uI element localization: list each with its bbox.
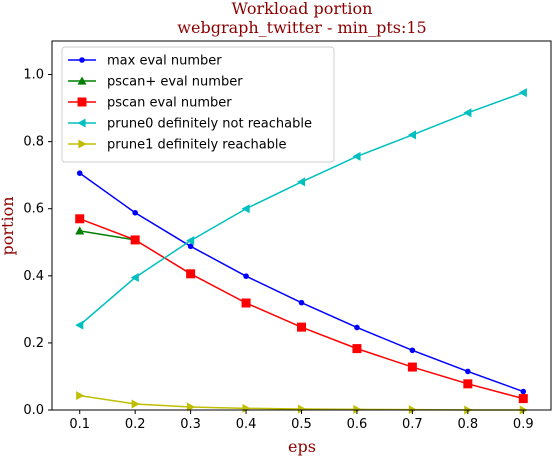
series-line-0 xyxy=(79,172,524,393)
x-tick-label: 0.1 xyxy=(69,417,90,432)
data-point-3-3 xyxy=(241,204,250,214)
data-point-0-1 xyxy=(132,209,138,216)
plot-area xyxy=(75,88,528,415)
data-point-2-1 xyxy=(130,235,140,245)
x-tick-label: 0.5 xyxy=(291,417,312,432)
data-point-4-5 xyxy=(353,404,362,414)
legend-swatch-marker xyxy=(79,57,85,63)
y-tick-label: 1.0 xyxy=(23,68,44,83)
legend-entry: prune0 definitely not reachable xyxy=(107,117,312,132)
data-point-2-0 xyxy=(75,214,85,224)
x-tick-label: 0.7 xyxy=(402,417,423,432)
x-axis-label: eps xyxy=(288,437,316,456)
series-line-1 xyxy=(79,230,136,241)
data-point-2-7 xyxy=(463,379,473,389)
data-point-4-0 xyxy=(76,391,85,401)
series-line-2 xyxy=(79,218,524,400)
data-point-3-8 xyxy=(518,88,527,98)
data-point-0-2 xyxy=(187,243,194,250)
y-tick-label: 0.8 xyxy=(23,135,44,150)
x-tick-label: 0.6 xyxy=(347,417,368,432)
x-tick-label: 0.3 xyxy=(180,417,201,432)
legend-swatch-marker xyxy=(77,97,87,107)
data-point-2-6 xyxy=(407,362,417,372)
x-tick-label: 0.9 xyxy=(513,417,534,432)
y-tick-label: 0.0 xyxy=(23,403,44,418)
data-point-3-4 xyxy=(297,177,306,187)
legend-swatch-marker xyxy=(78,139,87,149)
data-point-0-6 xyxy=(409,347,416,354)
data-point-2-2 xyxy=(186,269,196,279)
data-point-0-0 xyxy=(76,170,83,176)
data-point-3-1 xyxy=(130,272,139,282)
data-point-4-4 xyxy=(297,404,306,414)
y-tick-label: 0.4 xyxy=(23,269,44,284)
data-point-0-3 xyxy=(243,273,249,279)
data-point-2-8 xyxy=(518,394,528,404)
legend-entry: prune1 definitely reachable xyxy=(107,138,287,153)
legend-entry: pscan eval number xyxy=(107,96,232,111)
data-point-1-0 xyxy=(75,226,85,235)
data-point-0-5 xyxy=(354,324,360,331)
x-tick-label: 0.8 xyxy=(457,417,478,432)
x-tick-label: 0.2 xyxy=(125,417,146,432)
y-tick-label: 0.6 xyxy=(23,202,44,217)
y-axis-label: portion xyxy=(0,196,17,255)
data-point-3-0 xyxy=(75,320,84,330)
data-point-0-8 xyxy=(520,388,527,395)
data-point-4-3 xyxy=(242,403,251,413)
data-point-4-1 xyxy=(131,399,140,409)
chart-subtitle: webgraph_twitter - min_pts:15 xyxy=(177,18,426,37)
chart-title: Workload portion xyxy=(232,0,373,18)
y-tick-label: 0.2 xyxy=(23,336,44,351)
data-point-3-7 xyxy=(463,108,472,118)
legend-box xyxy=(61,46,335,163)
legend-swatch-marker xyxy=(77,76,87,85)
data-point-3-6 xyxy=(407,130,416,140)
data-point-0-7 xyxy=(465,368,471,375)
legend: max eval number pscan+ eval number pscan e… xyxy=(61,46,335,163)
x-tick-label: 0.4 xyxy=(236,417,257,432)
data-point-3-2 xyxy=(186,236,195,246)
data-point-2-4 xyxy=(297,322,306,332)
data-point-2-3 xyxy=(241,298,251,308)
legend-entry: max eval number xyxy=(107,54,222,69)
legend-entry: pscan+ eval number xyxy=(107,75,243,90)
data-point-3-5 xyxy=(352,151,361,161)
data-point-2-5 xyxy=(352,344,362,354)
data-point-0-4 xyxy=(298,299,305,306)
legend-swatch-marker xyxy=(77,118,86,128)
data-point-4-2 xyxy=(187,402,196,412)
